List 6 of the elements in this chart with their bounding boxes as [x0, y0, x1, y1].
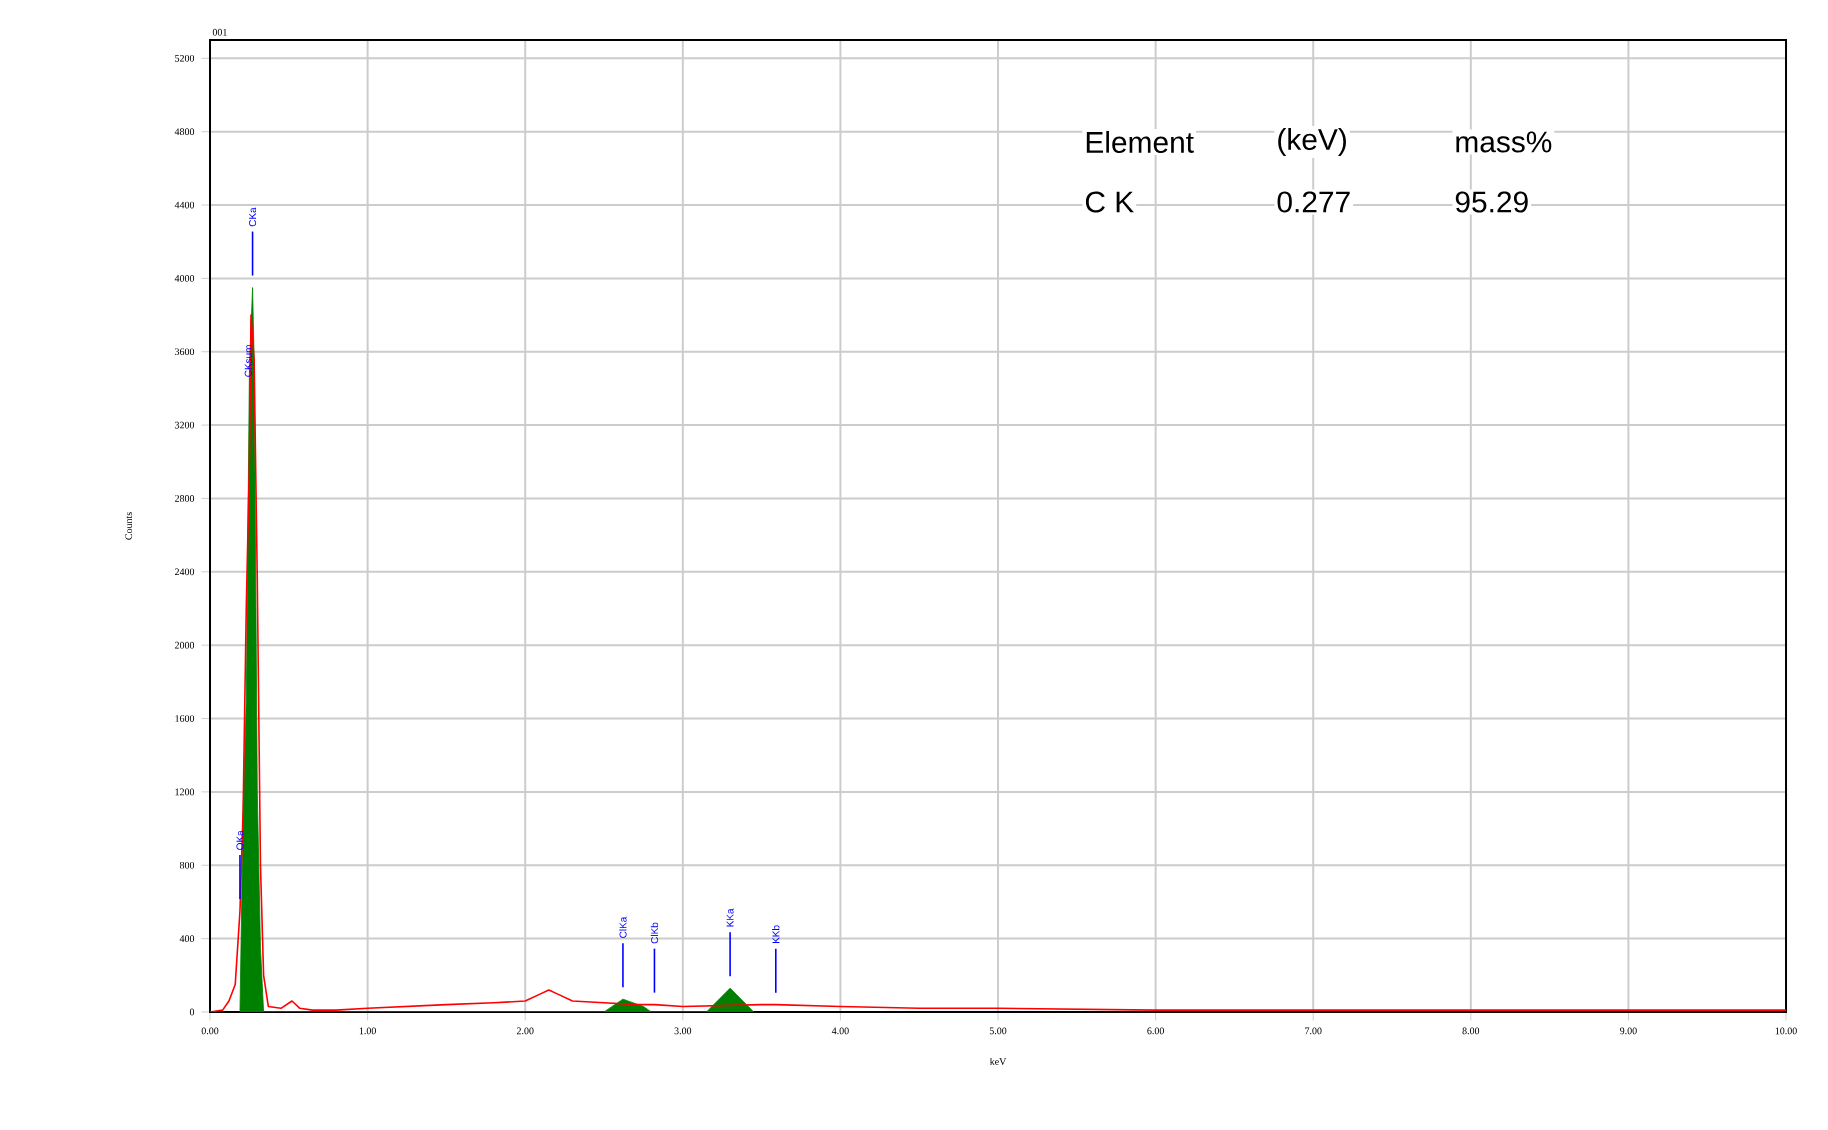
- annotation: mass%: [1456, 131, 1552, 153]
- annotation: Element: [1086, 131, 1194, 153]
- annotation: 0.277: [1277, 191, 1350, 213]
- annotation: 95.29: [1455, 191, 1528, 213]
- annotation: (keV): [1278, 128, 1346, 156]
- annotation: C K: [1085, 191, 1134, 213]
